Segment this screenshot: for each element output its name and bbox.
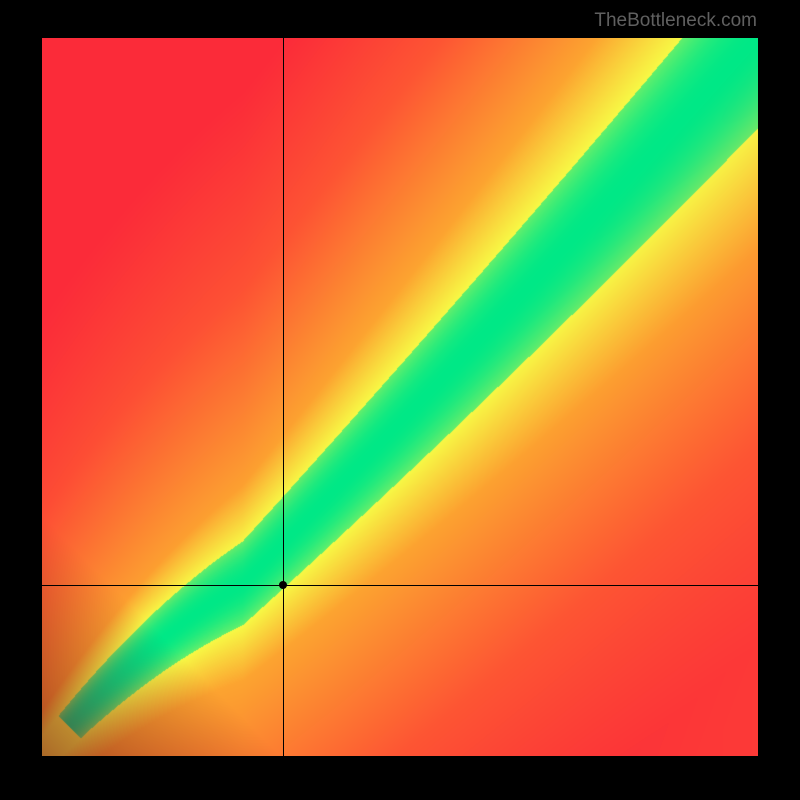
crosshair-horizontal (42, 585, 758, 586)
crosshair-point (279, 581, 287, 589)
heatmap-canvas (42, 38, 758, 756)
crosshair-vertical (283, 38, 284, 756)
heatmap-plot-area (42, 38, 758, 756)
watermark-text: TheBottleneck.com (594, 10, 757, 32)
